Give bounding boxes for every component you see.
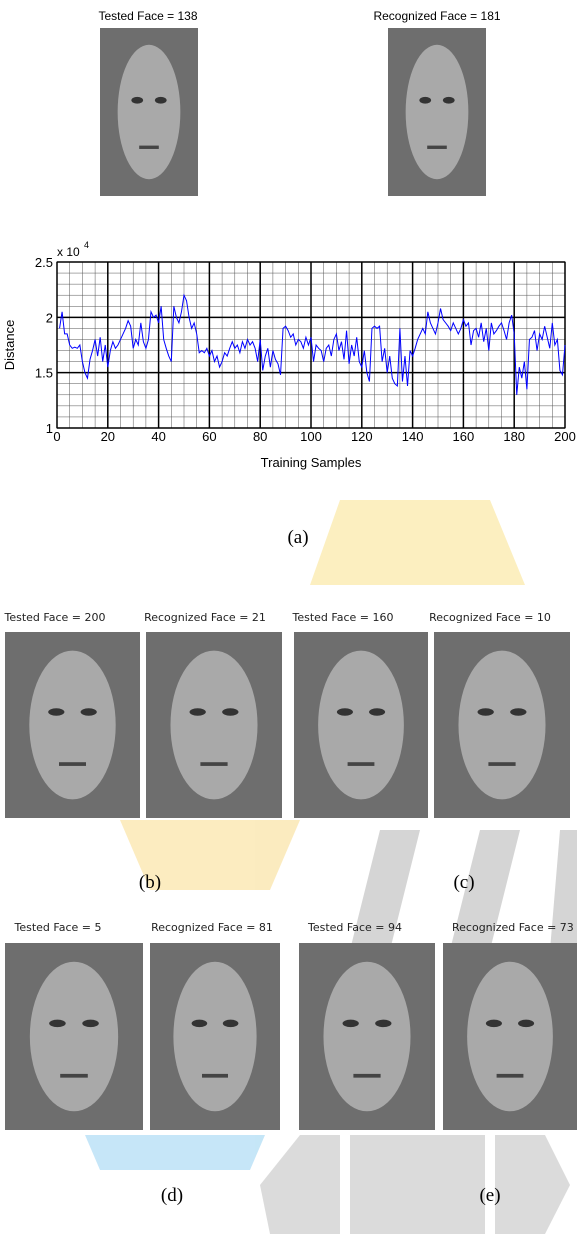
face-image xyxy=(100,28,198,196)
x-tick-label: 20 xyxy=(101,429,115,444)
eye xyxy=(419,96,432,104)
mouth xyxy=(200,762,228,766)
x-axis-label: Training Samples xyxy=(261,455,362,470)
mouth xyxy=(60,1073,88,1078)
x-tick-label: 200 xyxy=(554,429,576,444)
face-shape xyxy=(458,650,546,800)
eye xyxy=(336,708,353,716)
face-shape xyxy=(170,650,258,800)
y-axis-label: Distance xyxy=(2,320,17,371)
face-shape xyxy=(29,961,119,1112)
eye xyxy=(485,1019,502,1028)
y-tick-label: 2 xyxy=(46,310,53,325)
eye xyxy=(518,1019,535,1028)
mouth xyxy=(59,762,86,766)
eye xyxy=(131,96,144,104)
mouth xyxy=(496,1073,524,1078)
mouth xyxy=(353,1073,381,1078)
x-tick-label: 180 xyxy=(503,429,525,444)
x-tick-label: 60 xyxy=(202,429,216,444)
x-tick-label: 0 xyxy=(53,429,60,444)
caption: Tested Face = 200 xyxy=(4,611,106,624)
x-tick-label: 140 xyxy=(402,429,424,444)
x-tick-label: 40 xyxy=(151,429,165,444)
face-shape xyxy=(29,650,116,800)
watermark xyxy=(85,500,577,1234)
face-shape xyxy=(318,650,404,800)
eye xyxy=(477,708,494,716)
face-shape xyxy=(117,44,181,180)
x-tick-label: 100 xyxy=(300,429,322,444)
eye xyxy=(154,96,167,104)
caption: Recognized Face = 81 xyxy=(151,921,273,934)
eye xyxy=(342,1019,359,1028)
panel-label: (b) xyxy=(139,872,161,893)
panel-label: (c) xyxy=(453,872,474,893)
face-image xyxy=(434,632,570,818)
caption: Recognized Face = 181 xyxy=(373,9,500,23)
eye xyxy=(442,96,455,104)
x-tick-label: 120 xyxy=(351,429,373,444)
eye xyxy=(510,708,527,716)
face-shape xyxy=(323,961,411,1112)
caption: Tested Face = 160 xyxy=(292,611,394,624)
face-image xyxy=(5,943,143,1130)
face-image xyxy=(443,943,577,1130)
x-tick-label: 160 xyxy=(453,429,475,444)
face-image xyxy=(146,632,282,818)
panel-label: (d) xyxy=(161,1185,183,1206)
mouth xyxy=(427,145,447,149)
eye xyxy=(222,708,239,716)
mouth xyxy=(488,762,516,766)
eye xyxy=(189,708,206,716)
eye xyxy=(80,708,97,716)
face-shape xyxy=(173,961,257,1112)
eye xyxy=(369,708,386,716)
face-shape xyxy=(467,961,553,1112)
y-scale-exponent: 4 xyxy=(84,240,89,250)
y-tick-label: 2.5 xyxy=(35,255,53,270)
eye xyxy=(49,1019,66,1028)
data-line xyxy=(59,293,566,395)
mouth xyxy=(139,145,159,149)
caption: Tested Face = 138 xyxy=(98,9,197,23)
face-image xyxy=(150,943,280,1130)
panel-label: (e) xyxy=(479,1185,500,1206)
panel-label: (a) xyxy=(287,527,308,548)
face-image xyxy=(5,632,140,818)
caption: Tested Face = 94 xyxy=(307,921,402,934)
eye xyxy=(191,1019,208,1028)
mouth xyxy=(347,762,375,766)
face-shape xyxy=(405,44,469,180)
caption: Tested Face = 5 xyxy=(14,921,102,934)
eye xyxy=(82,1019,99,1028)
caption: Recognized Face = 73 xyxy=(452,921,574,934)
y-scale: x 10 xyxy=(57,245,80,259)
eye xyxy=(222,1019,239,1028)
face-image xyxy=(299,943,435,1130)
y-tick-label: 1.5 xyxy=(35,366,53,381)
face-image xyxy=(294,632,428,818)
y-tick-label: 1 xyxy=(46,421,53,436)
mouth xyxy=(202,1073,228,1078)
caption: Recognized Face = 10 xyxy=(429,611,551,624)
caption: Recognized Face = 21 xyxy=(144,611,266,624)
face-image xyxy=(388,28,486,196)
x-tick-label: 80 xyxy=(253,429,267,444)
eye xyxy=(48,708,65,716)
eye xyxy=(375,1019,392,1028)
